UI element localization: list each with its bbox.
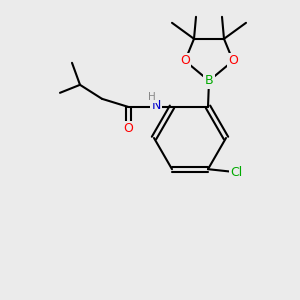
Text: N: N — [151, 99, 161, 112]
Text: O: O — [228, 54, 238, 67]
Text: Cl: Cl — [230, 166, 242, 179]
Text: B: B — [205, 74, 213, 87]
Text: O: O — [123, 122, 133, 135]
Text: O: O — [180, 54, 190, 67]
Text: H: H — [148, 92, 156, 102]
